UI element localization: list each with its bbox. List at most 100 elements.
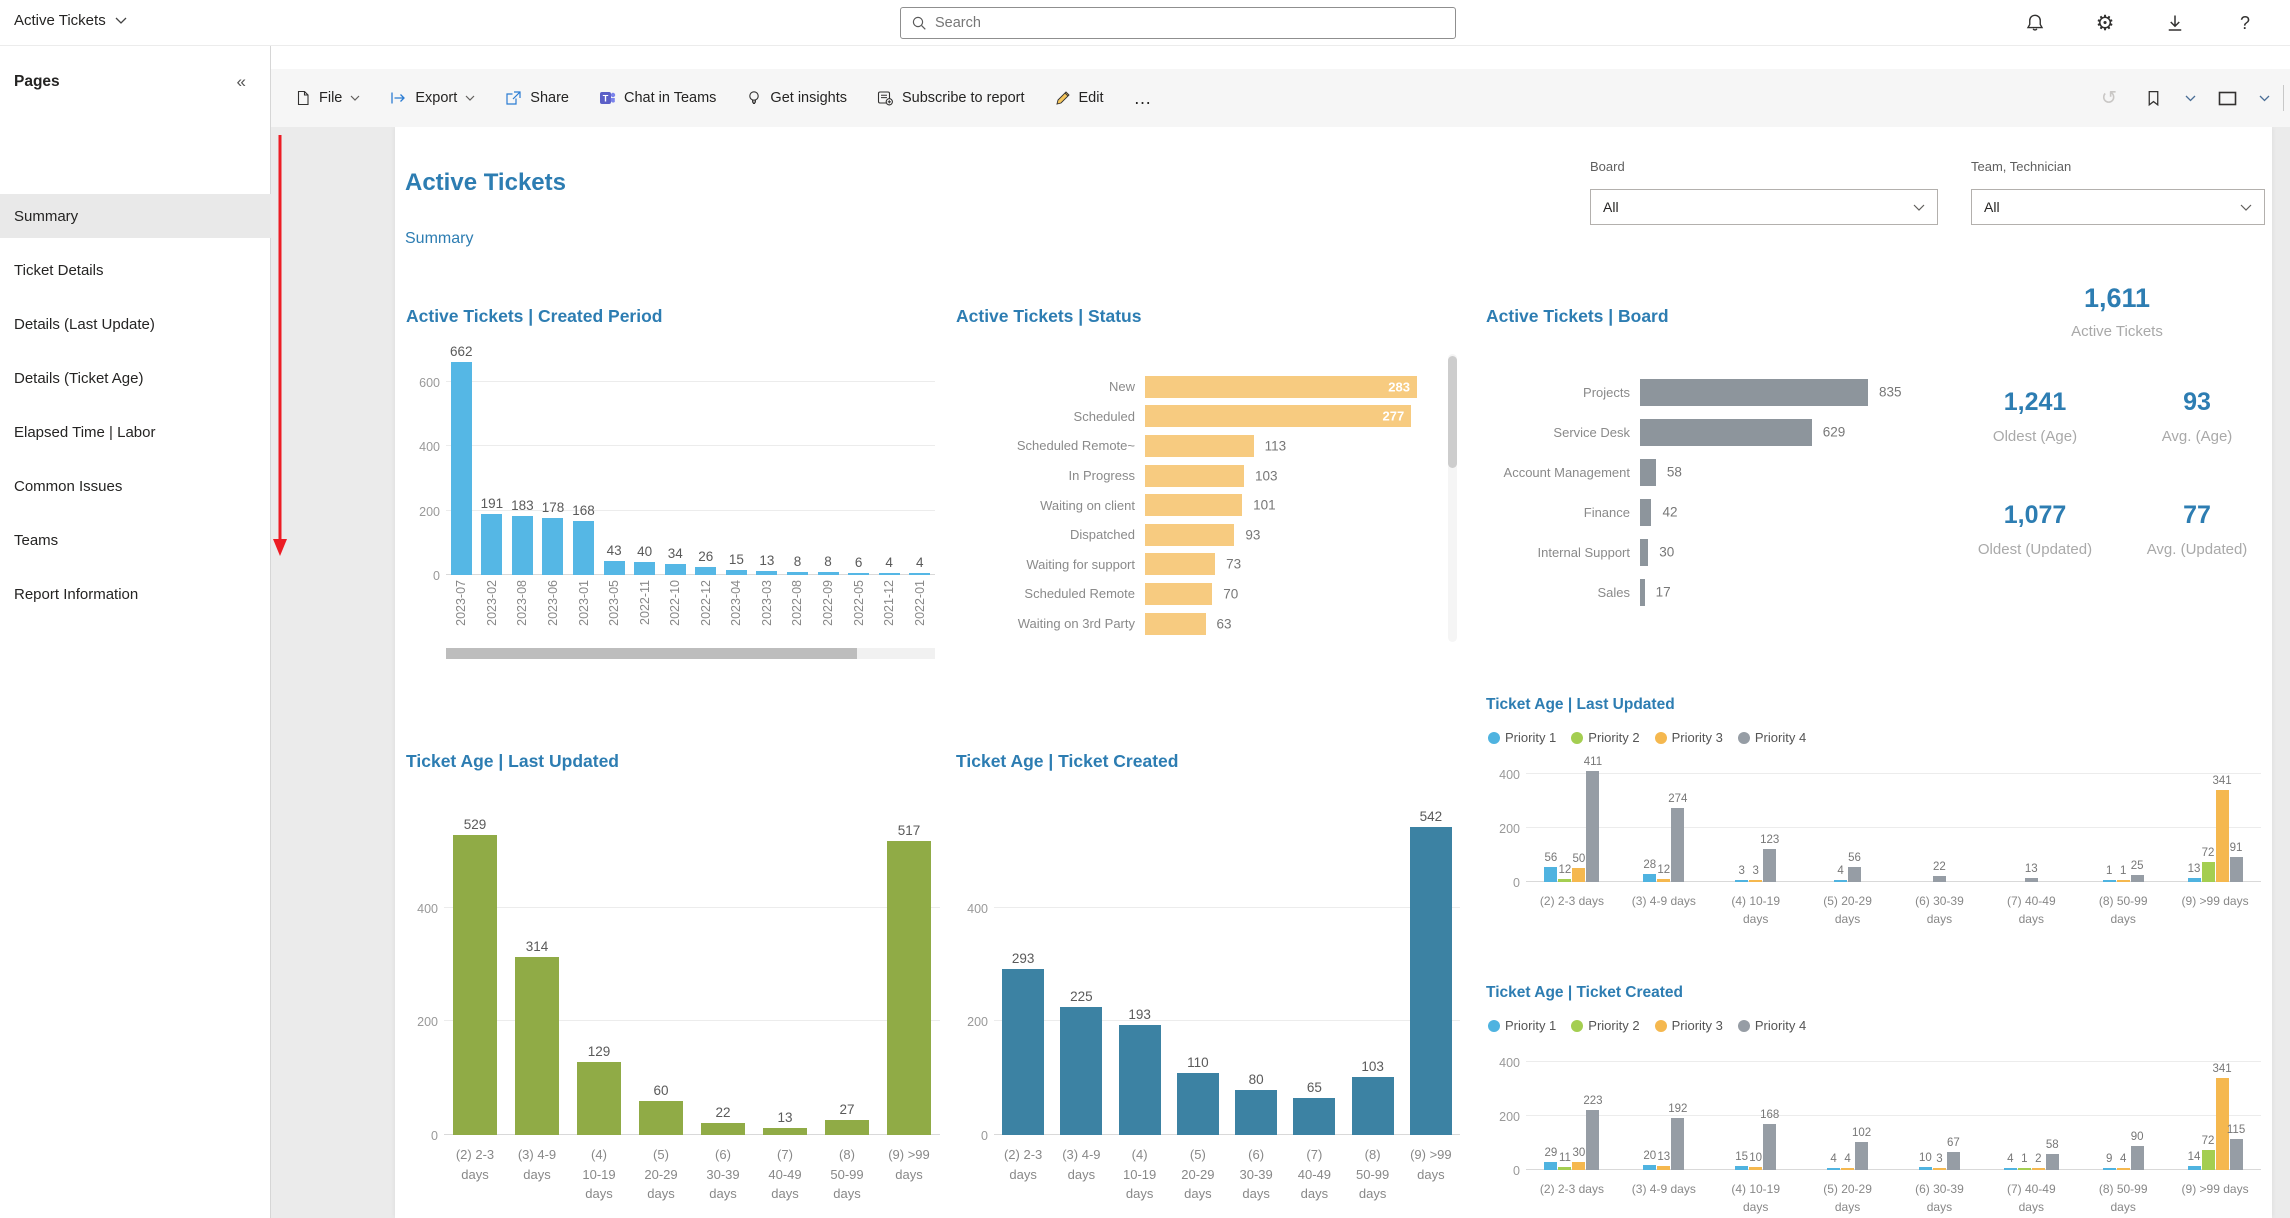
bar[interactable] [2187, 1166, 2201, 1170]
bar[interactable]: 58 [1640, 458, 1682, 486]
report-switcher[interactable]: Active Tickets [14, 12, 127, 29]
bar[interactable] [1293, 1098, 1336, 1135]
bar[interactable] [2229, 857, 2243, 882]
help-button[interactable]: ? [2210, 0, 2280, 46]
bar[interactable] [1932, 1168, 1946, 1170]
sidebar-item-common-issues[interactable]: Common Issues [14, 477, 123, 495]
bar[interactable] [2045, 1154, 2059, 1170]
bar[interactable] [577, 1061, 621, 1135]
bar[interactable] [817, 572, 839, 575]
sidebar-item-report-information[interactable]: Report Information [14, 585, 139, 603]
bar[interactable] [2102, 1167, 2116, 1170]
bar[interactable] [2116, 1168, 2130, 1170]
bar[interactable] [1749, 880, 1763, 882]
horizontal-scrollbar[interactable] [446, 648, 935, 659]
bar[interactable] [2116, 880, 2130, 882]
bar[interactable] [2130, 1145, 2144, 1170]
sidebar-item-ticket-details[interactable]: Ticket Details [14, 261, 104, 279]
search-input[interactable] [935, 15, 1445, 31]
bar[interactable] [887, 841, 931, 1135]
bar[interactable]: 17 [1640, 578, 1671, 606]
bar[interactable] [453, 834, 497, 1135]
bar[interactable] [2201, 862, 2215, 882]
view-mode-chevron[interactable] [2251, 78, 2277, 118]
bar[interactable] [701, 1122, 745, 1135]
edit-button[interactable]: Edit [1055, 90, 1104, 106]
bar[interactable] [878, 573, 900, 575]
bar[interactable] [1841, 1168, 1855, 1170]
bar[interactable]: 277 [1145, 405, 1412, 428]
bar[interactable] [481, 513, 503, 575]
legend-item[interactable]: Priority 4 [1737, 730, 1806, 745]
legend-item[interactable]: Priority 3 [1654, 730, 1723, 745]
bar[interactable]: 103 [1145, 464, 1278, 487]
bar[interactable] [2201, 1150, 2215, 1170]
legend-item[interactable]: Priority 4 [1737, 1018, 1806, 1033]
bar[interactable] [1118, 1025, 1161, 1135]
bar[interactable]: 629 [1640, 418, 1845, 446]
bar[interactable] [1657, 878, 1671, 882]
bar[interactable] [1918, 1167, 1932, 1170]
file-menu-button[interactable]: File [295, 90, 360, 106]
sidebar-item-details-last-update[interactable]: Details (Last Update) [14, 315, 155, 333]
bar[interactable] [1657, 1166, 1671, 1170]
bar[interactable] [2017, 1168, 2031, 1170]
bar[interactable] [695, 566, 717, 575]
chat-in-teams-button[interactable]: T Chat in Teams [599, 90, 716, 106]
team-filter-dropdown[interactable]: All [1971, 189, 2265, 225]
board-filter-dropdown[interactable]: All [1590, 189, 1938, 225]
bar[interactable] [1544, 866, 1558, 882]
bar[interactable] [909, 573, 931, 575]
bar[interactable] [515, 956, 559, 1135]
collapse-pane-icon[interactable]: « [236, 72, 246, 91]
bar[interactable] [1586, 770, 1600, 882]
bar[interactable] [1671, 1117, 1685, 1170]
legend-item[interactable]: Priority 2 [1571, 730, 1640, 745]
bar[interactable] [1572, 1161, 1586, 1170]
bar[interactable] [825, 1119, 869, 1135]
bar[interactable] [848, 573, 870, 575]
bar[interactable]: 283 [1145, 375, 1417, 398]
bar[interactable] [1827, 1168, 1841, 1170]
settings-button[interactable]: ⚙ [2070, 0, 2140, 46]
sidebar-item-elapsed-time-labor[interactable]: Elapsed Time | Labor [14, 423, 156, 441]
bar[interactable] [2130, 875, 2144, 882]
bar[interactable] [2229, 1138, 2243, 1170]
bar[interactable] [1848, 866, 1862, 882]
bar[interactable] [1735, 880, 1749, 882]
bar[interactable] [1409, 827, 1452, 1135]
legend-item[interactable]: Priority 2 [1571, 1018, 1640, 1033]
sidebar-item-details-ticket-age[interactable]: Details (Ticket Age) [14, 369, 144, 387]
bar[interactable] [2215, 789, 2229, 882]
bar[interactable] [664, 564, 686, 575]
reset-filters-button[interactable]: ↺ [2101, 87, 2117, 109]
bookmarks-chevron[interactable] [2177, 78, 2203, 118]
bar[interactable] [2187, 878, 2201, 882]
sidebar-item-teams[interactable]: Teams [14, 531, 59, 549]
bar[interactable] [1735, 1165, 1749, 1170]
bar[interactable]: 30 [1640, 538, 1674, 566]
bar[interactable] [1946, 1151, 1960, 1170]
get-insights-button[interactable]: Get insights [746, 90, 847, 106]
bar[interactable]: 63 [1145, 612, 1232, 635]
bar[interactable] [763, 1127, 807, 1135]
bar[interactable] [756, 570, 778, 575]
legend-item[interactable]: Priority 1 [1488, 1018, 1556, 1033]
bar[interactable]: 70 [1145, 582, 1238, 605]
bar[interactable] [1544, 1162, 1558, 1170]
share-button[interactable]: Share [505, 90, 569, 106]
bar[interactable] [1351, 1076, 1394, 1135]
bar[interactable] [1643, 1164, 1657, 1170]
bar[interactable] [1558, 1167, 1572, 1170]
bar[interactable] [1558, 878, 1572, 882]
bar[interactable] [634, 562, 656, 575]
legend-item[interactable]: Priority 3 [1654, 1018, 1723, 1033]
notifications-button[interactable] [2000, 0, 2070, 46]
export-menu-button[interactable]: Export [390, 90, 475, 106]
bar[interactable] [450, 362, 472, 575]
bar[interactable] [603, 561, 625, 575]
bar[interactable] [725, 570, 747, 575]
legend-item[interactable]: Priority 1 [1488, 730, 1556, 745]
bar[interactable] [1060, 1007, 1103, 1135]
bar[interactable] [1763, 1124, 1777, 1170]
